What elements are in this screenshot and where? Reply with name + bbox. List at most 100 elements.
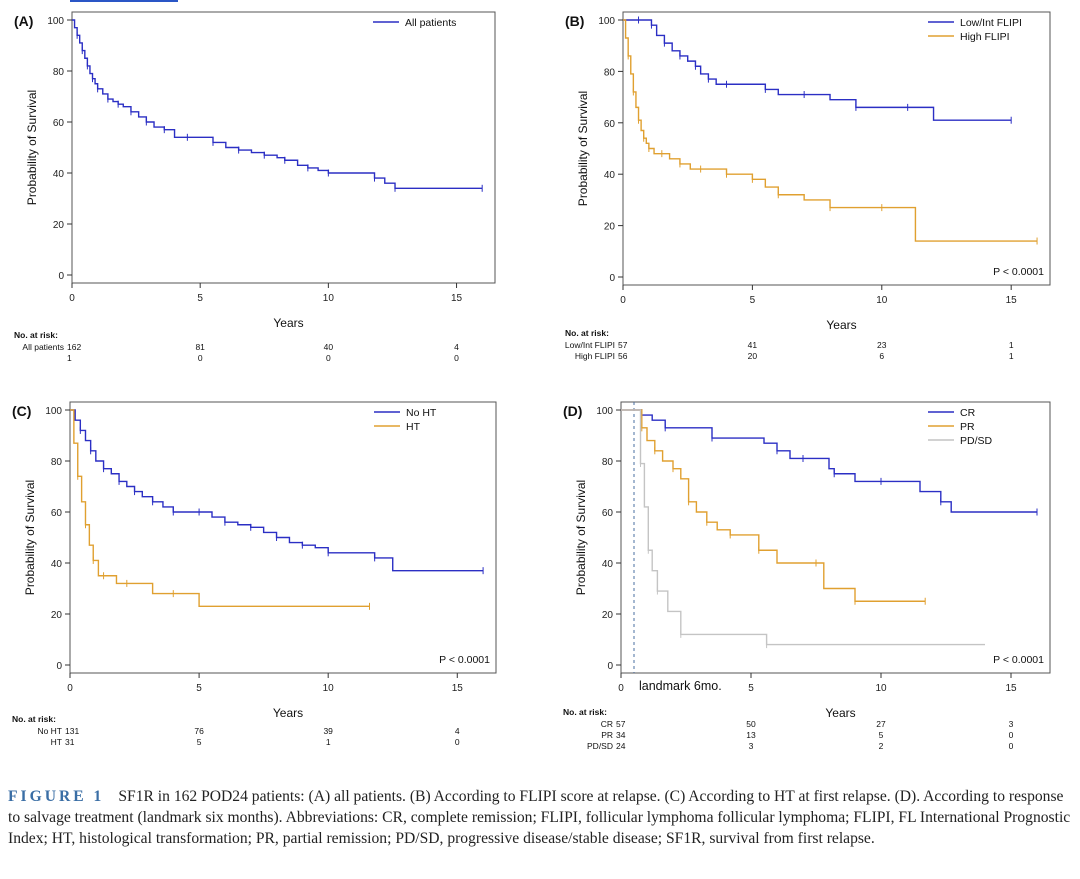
- x-tick-label: 5: [748, 683, 754, 694]
- risk-value: 57: [618, 340, 628, 350]
- risk-value: 23: [877, 340, 887, 350]
- y-axis-label: Probability of Survival: [574, 480, 588, 595]
- risk-value: 13: [746, 730, 756, 740]
- y-tick-label: 20: [53, 220, 65, 231]
- y-axis-label: Probability of Survival: [576, 91, 590, 206]
- risk-value: 34: [616, 730, 626, 740]
- risk-value: 0: [455, 737, 460, 747]
- risk-value: 50: [746, 719, 756, 729]
- x-tick-label: 5: [197, 293, 203, 304]
- y-tick-label: 60: [53, 118, 65, 129]
- risk-value: 81: [195, 342, 205, 352]
- x-axis-label: Years: [825, 706, 855, 720]
- x-axis-label: Years: [273, 316, 303, 330]
- x-tick-label: 0: [69, 293, 75, 304]
- survival-curve-2: [70, 409, 370, 608]
- risk-value: 3: [749, 741, 754, 751]
- risk-table-title: No. at risk:: [563, 707, 607, 717]
- risk-value: 1: [1009, 351, 1014, 361]
- risk-row-label: CR: [601, 719, 613, 729]
- landmark-label: landmark 6mo.: [639, 679, 722, 693]
- panel-label: (B): [565, 13, 584, 29]
- risk-table-title: No. at risk:: [565, 328, 609, 338]
- risk-value: 20: [748, 351, 758, 361]
- risk-value: 5: [879, 730, 884, 740]
- risk-value: 57: [616, 719, 626, 729]
- x-tick-label: 10: [323, 683, 335, 694]
- risk-value: 0: [454, 353, 459, 363]
- risk-row-label: All patients: [22, 342, 64, 352]
- risk-value: 162: [67, 342, 81, 352]
- x-axis-label: Years: [826, 318, 856, 332]
- survival-curve-1: [70, 409, 484, 572]
- y-axis-label: Probability of Survival: [25, 90, 39, 205]
- y-tick-label: 0: [58, 271, 64, 282]
- panel-a-chart: (A) 0 20 40 60 80 100 0 5 10 15 Years Probability of…: [0, 0, 520, 385]
- risk-value: 31: [65, 737, 75, 747]
- risk-value: 1: [326, 737, 331, 747]
- risk-row-label: PR: [601, 730, 613, 740]
- legend-label: CR: [960, 407, 976, 419]
- y-tick-label: 20: [51, 610, 63, 621]
- risk-value: 5: [197, 737, 202, 747]
- y-tick-label: 80: [53, 67, 65, 78]
- y-tick-label: 100: [596, 406, 613, 417]
- legend-label: PR: [960, 421, 975, 433]
- risk-value: 0: [1009, 730, 1014, 740]
- x-tick-label: 10: [875, 683, 887, 694]
- p-value: P < 0.0001: [993, 654, 1044, 666]
- risk-value: 0: [326, 353, 331, 363]
- risk-value: 0: [1009, 741, 1014, 751]
- y-tick-label: 20: [602, 610, 614, 621]
- legend-label: No HT: [406, 407, 437, 419]
- risk-value: 2: [879, 741, 884, 751]
- y-tick-label: 0: [609, 273, 615, 284]
- panel-label: (D): [563, 403, 582, 419]
- risk-row-label: Low/Int FLIPI: [565, 340, 615, 350]
- y-tick-label: 60: [604, 119, 616, 130]
- risk-value: 27: [876, 719, 886, 729]
- panel-d-chart: (D) 0 20 40 60 80 100 0 5 10 15 Years Probability of…: [545, 390, 1065, 775]
- survival-curve-3: [621, 409, 985, 646]
- y-tick-label: 60: [51, 508, 63, 519]
- y-tick-label: 40: [53, 169, 65, 180]
- x-tick-label: 0: [618, 683, 624, 694]
- y-tick-label: 100: [598, 16, 615, 27]
- y-tick-label: 100: [45, 406, 62, 417]
- risk-row-label: No HT: [37, 726, 62, 736]
- p-value: P < 0.0001: [439, 654, 490, 666]
- legend-label: HT: [406, 421, 421, 433]
- survival-curve-1: [72, 19, 483, 189]
- y-tick-label: 40: [602, 559, 614, 570]
- x-axis-label: Years: [273, 706, 303, 720]
- panel-label: (C): [12, 403, 31, 419]
- y-tick-label: 0: [56, 661, 62, 672]
- x-tick-label: 15: [451, 293, 463, 304]
- panel-c-chart: (C) 0 20 40 60 80 100 0 5 10 15 Years Probability of…: [0, 390, 520, 775]
- x-tick-label: 15: [452, 683, 464, 694]
- y-tick-label: 40: [51, 559, 63, 570]
- plot-frame: [622, 11, 1051, 286]
- header-link-underline: [70, 0, 178, 2]
- figure-caption: FIGURE 1 SF1R in 162 POD24 patients: (A) …: [8, 786, 1072, 849]
- y-tick-label: 60: [602, 508, 614, 519]
- plot-frame: [71, 11, 496, 284]
- x-tick-label: 0: [620, 295, 626, 306]
- risk-value: 4: [454, 342, 459, 352]
- risk-row-label: PD/SD: [587, 741, 613, 751]
- risk-value: 40: [324, 342, 334, 352]
- caption-text: SF1R in 162 POD24 patients: (A) all pati…: [8, 788, 1071, 847]
- risk-value: 131: [65, 726, 79, 736]
- risk-table-title: No. at risk:: [12, 714, 56, 724]
- risk-value: 76: [194, 726, 204, 736]
- risk-value: 56: [618, 351, 628, 361]
- risk-row-label: HT: [51, 737, 62, 747]
- x-tick-label: 5: [196, 683, 202, 694]
- survival-curve-2: [621, 409, 926, 602]
- risk-row-label: High FLIPI: [575, 351, 615, 361]
- risk-value: 4: [455, 726, 460, 736]
- risk-value: 41: [748, 340, 758, 350]
- risk-value: 39: [323, 726, 333, 736]
- legend-label: PD/SD: [960, 435, 993, 447]
- x-tick-label: 0: [67, 683, 73, 694]
